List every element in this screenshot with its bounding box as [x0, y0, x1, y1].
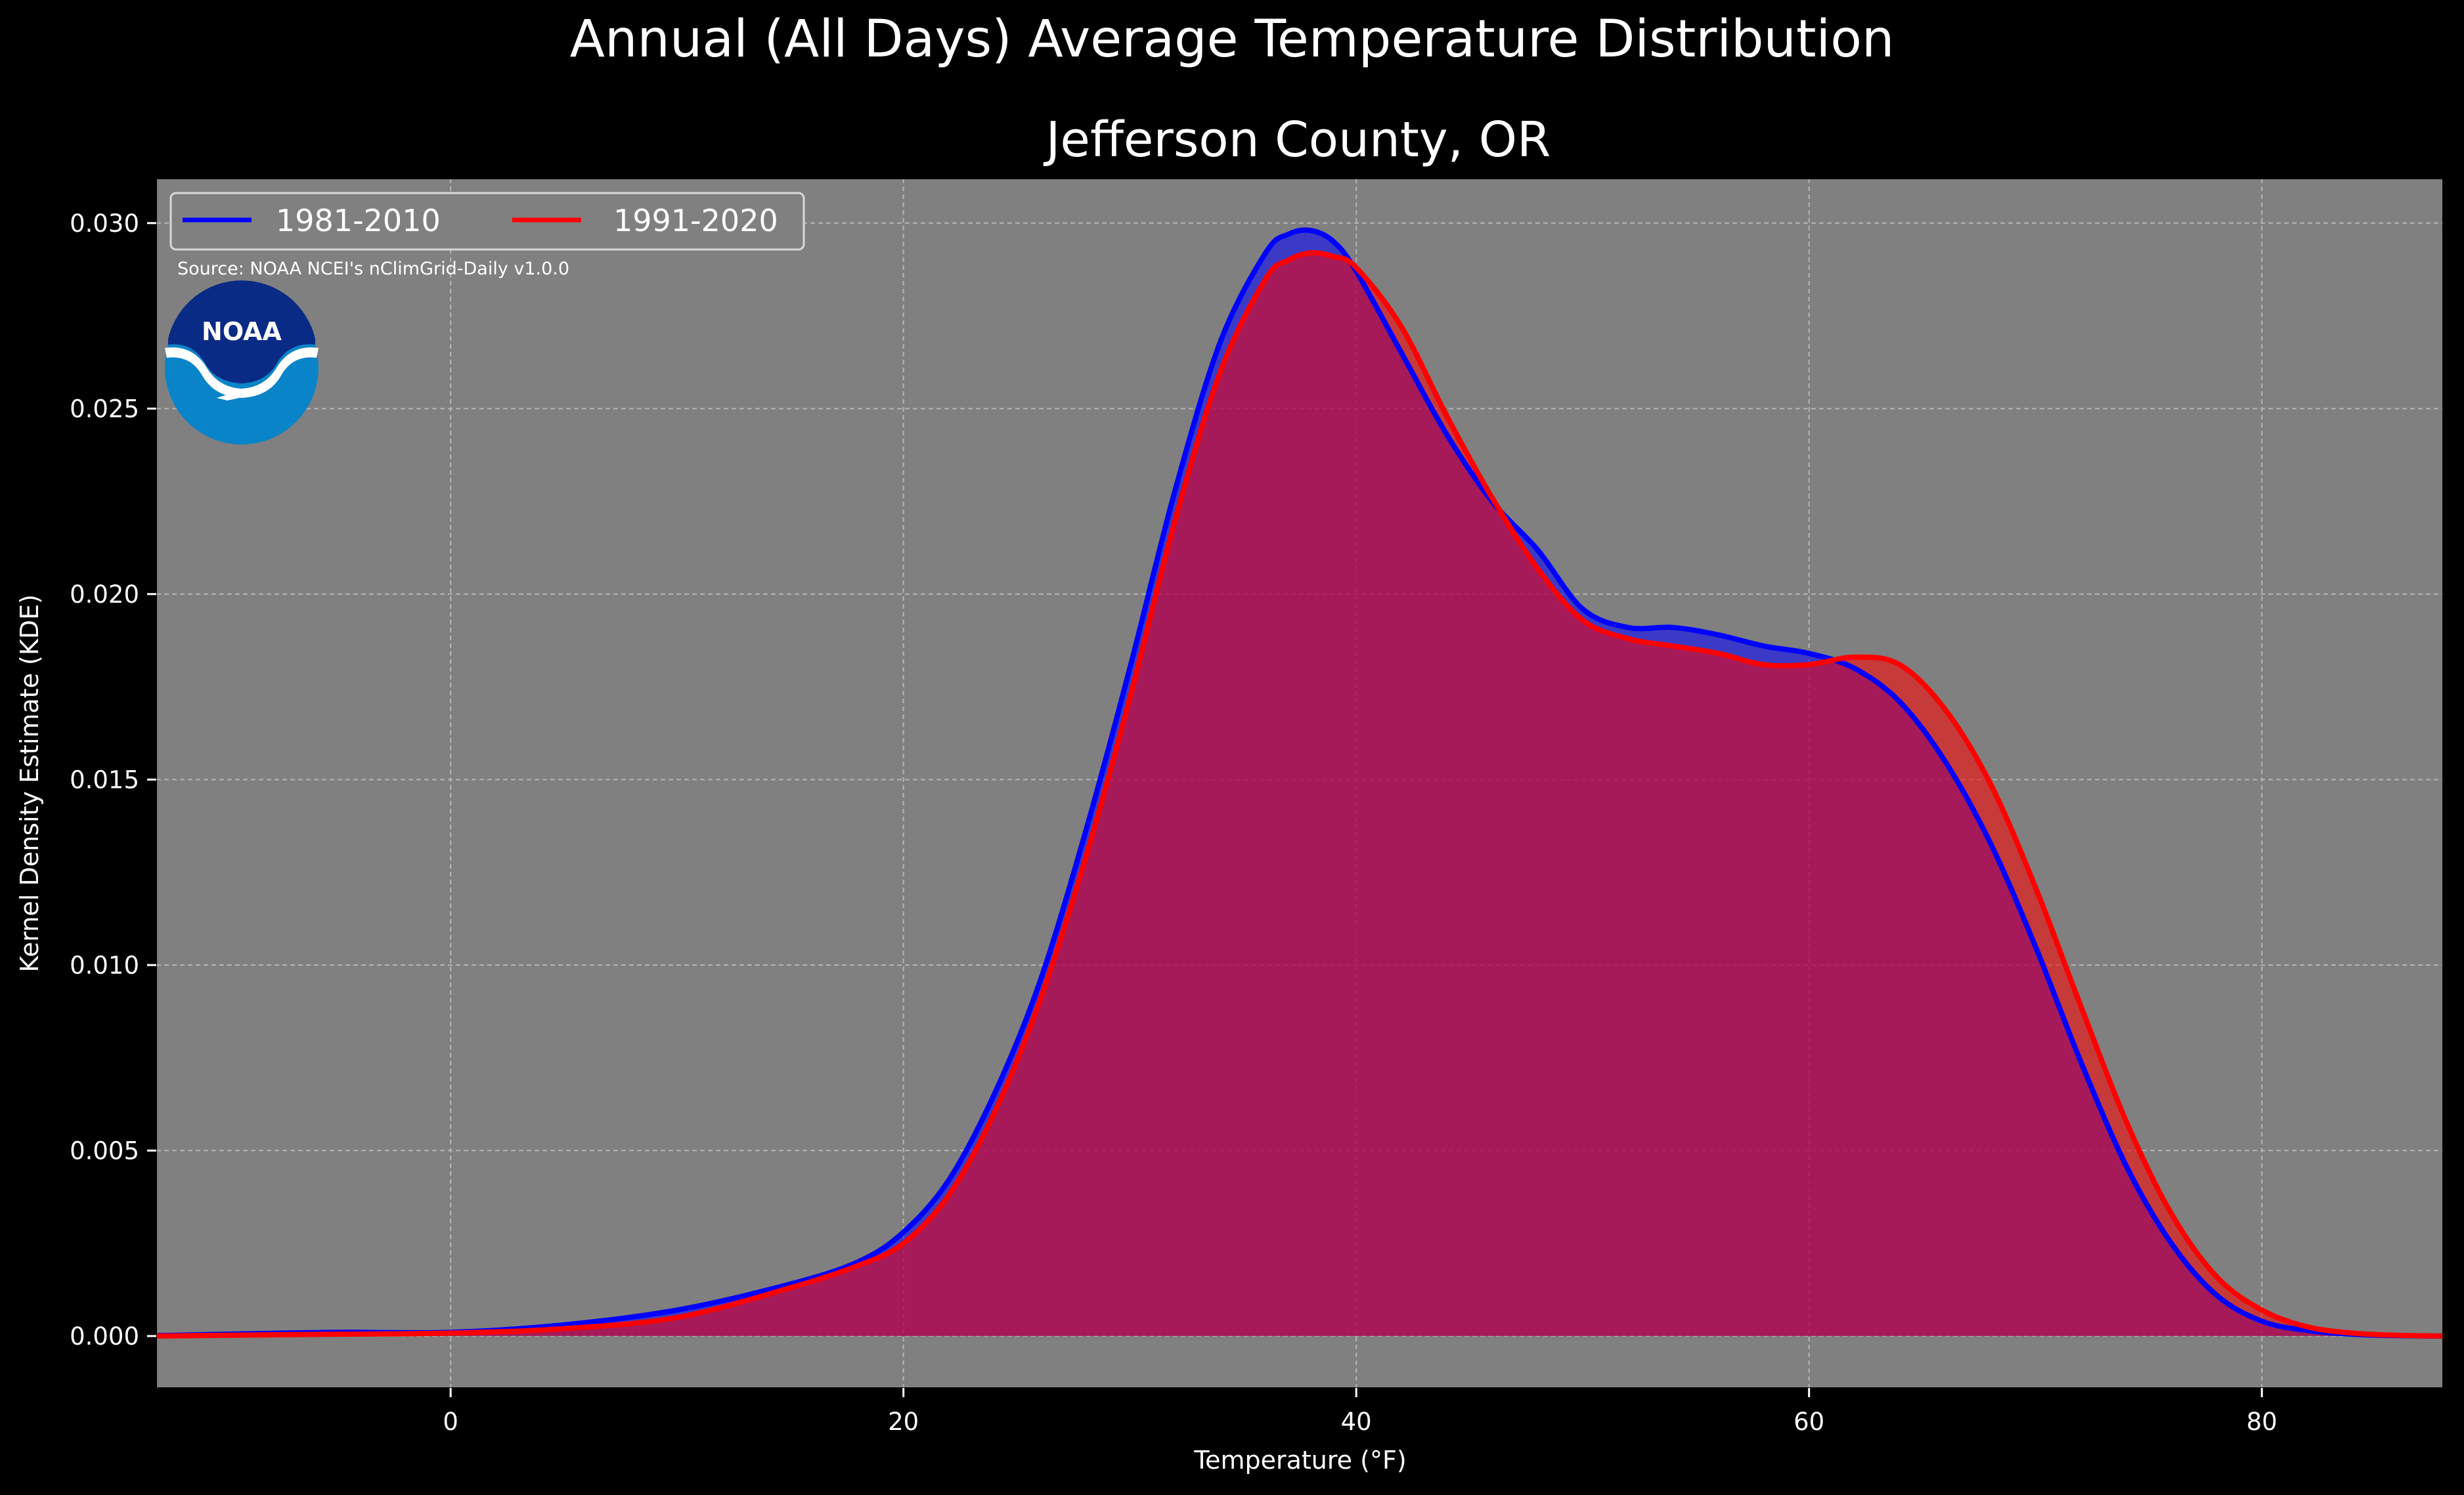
x-axis-ticks: 0 20 40 60 80 [443, 1388, 2277, 1436]
y-tick-label: 0.000 [70, 1322, 139, 1351]
y-tick-label: 0.010 [70, 951, 139, 980]
legend: 1981-2010 1991-2020 [169, 192, 805, 251]
y-tick-label: 0.020 [70, 580, 139, 609]
series-line-1981-2010 [156, 227, 2444, 1339]
legend-label-1981-2010: 1981-2010 [276, 203, 441, 238]
legend-label-1991-2020: 1991-2020 [613, 203, 778, 238]
plot-frame [156, 178, 2444, 1389]
y-axis-label: Kernel Density Estimate (KDE) [15, 594, 44, 972]
chart-title: Jefferson County, OR [1044, 112, 1551, 168]
x-tick-label: 20 [888, 1408, 919, 1436]
y-axis-ticks: 0.000 0.005 0.010 0.015 0.020 0.025 0.030 [70, 209, 156, 1351]
chart-suptitle: Annual (All Days) Average Temperature Di… [570, 10, 1895, 69]
y-tick-label: 0.030 [70, 209, 139, 238]
y-tick-label: 0.025 [70, 395, 139, 423]
source-note: Source: NOAA NCEI's nClimGrid-Daily v1.0… [177, 259, 569, 279]
x-axis-label: Temperature (°F) [1193, 1446, 1406, 1475]
series-fill-1991-2020 [156, 252, 2443, 1336]
series-lines [156, 178, 2444, 1389]
legend-box [169, 192, 805, 251]
y-tick-label: 0.015 [70, 766, 139, 794]
series-fills [156, 230, 2443, 1336]
noaa-logo-text: NOAA [202, 317, 282, 346]
series-line-1991-2020 [156, 249, 2444, 1339]
x-tick-label: 80 [2247, 1408, 2277, 1436]
x-tick-label: 40 [1341, 1408, 1372, 1436]
x-tick-label: 0 [443, 1408, 458, 1436]
y-tick-label: 0.005 [70, 1137, 139, 1165]
noaa-logo: NOAA [165, 280, 319, 444]
x-tick-label: 60 [1793, 1408, 1824, 1436]
